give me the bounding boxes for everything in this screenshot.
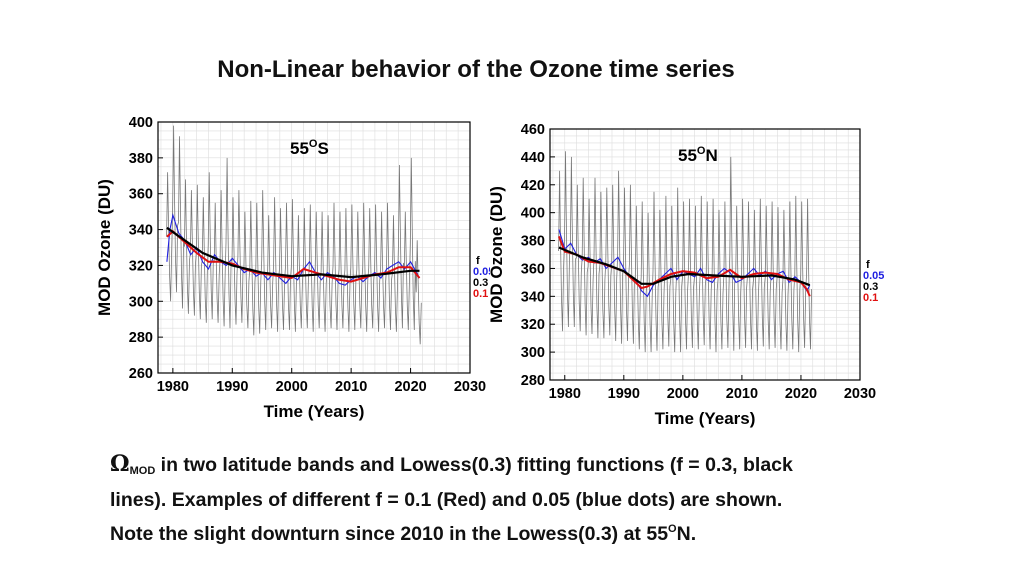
y-tick-label: 380 xyxy=(129,151,153,167)
omega-symbol: Ω xyxy=(110,451,130,477)
y-tick-label: 360 xyxy=(129,187,153,203)
series-f-0.3 xyxy=(166,226,420,279)
x-tick-label: 2030 xyxy=(844,386,876,402)
y-tick-label: 340 xyxy=(129,223,153,239)
y-tick-label: 460 xyxy=(521,122,545,138)
panel-label: 55OS xyxy=(290,138,329,158)
chart-55s: 1980 1990 2000 2010 2020 2030 260 280 300 320 340 3… xyxy=(95,115,490,421)
y-axis-label: MOD Ozone (DU) xyxy=(95,179,114,316)
plot-frame xyxy=(157,121,471,374)
legend-entry: 0.1 xyxy=(863,292,878,304)
y-tick-label: 300 xyxy=(521,345,545,361)
panel-label-number: 55 xyxy=(678,146,697,165)
plot-frame xyxy=(549,128,861,381)
caption-line-3: Note the slight downturn since 2010 in t… xyxy=(110,515,970,549)
x-tick-label: 2020 xyxy=(785,386,817,402)
degree-superscript: O xyxy=(668,523,677,535)
y-tick-label: 400 xyxy=(521,206,545,222)
caption-text-3: Note the slight downturn since 2010 in t… xyxy=(110,523,669,545)
panel-label-hemisphere: S xyxy=(317,139,328,158)
y-tick-label: 360 xyxy=(521,261,545,277)
x-tick-label: 2000 xyxy=(276,379,308,395)
x-tick-label: 2030 xyxy=(454,379,486,395)
y-tick-label: 440 xyxy=(521,150,545,166)
panel-label-degree: O xyxy=(697,145,706,157)
x-tick-label: 2010 xyxy=(726,386,758,402)
y-tick-label: 340 xyxy=(521,289,545,305)
x-tick-label: 2000 xyxy=(667,386,699,402)
y-tick-label: 320 xyxy=(129,258,153,274)
legend-entry: 0.3 xyxy=(473,277,488,289)
x-tick-label: 2010 xyxy=(335,379,367,395)
y-tick-label: 420 xyxy=(521,178,545,194)
caption-line-2: lines). Examples of different f = 0.1 (R… xyxy=(110,489,783,511)
series-f-0.3 xyxy=(558,246,811,287)
legend-entry: 0.1 xyxy=(473,288,488,300)
y-tick-label: 280 xyxy=(129,330,153,346)
panel-label: 55ON xyxy=(678,145,718,165)
panel-label-degree: O xyxy=(309,138,318,150)
panel-label-number: 55 xyxy=(290,139,309,158)
legend-entry: 0.05 xyxy=(863,270,884,282)
slide-title: Non-Linear behavior of the Ozone time se… xyxy=(217,56,735,83)
series-f-0.05 xyxy=(558,229,811,298)
x-tick-label: 1980 xyxy=(157,379,189,395)
x-tick-label: 1990 xyxy=(608,386,640,402)
caption-text-3-end: N. xyxy=(676,523,697,545)
y-tick-label: 320 xyxy=(521,317,545,333)
y-tick-label: 280 xyxy=(521,373,545,389)
legend-entry: 0.3 xyxy=(863,281,878,293)
legend-entry: 0.05 xyxy=(473,266,490,278)
caption-line-1: ΩMOD in two latitude bands and Lowess(0.… xyxy=(110,450,970,486)
x-axis-label: Time (Years) xyxy=(264,402,365,421)
x-tick-label: 2020 xyxy=(394,379,426,395)
legend-title: f xyxy=(476,255,480,267)
caption-text-1: in two latitude bands and Lowess(0.3) fi… xyxy=(155,454,793,476)
legend-title: f xyxy=(866,259,870,271)
x-axis-label: Time (Years) xyxy=(655,409,756,428)
panel-label-hemisphere: N xyxy=(705,146,717,165)
monthly-series xyxy=(558,151,812,353)
chart-55n: 1980 1990 2000 2010 2020 2030 280 300 320 340 360 3… xyxy=(487,122,884,428)
x-tick-label: 1980 xyxy=(549,386,581,402)
caption: ΩMOD in two latitude bands and Lowess(0.… xyxy=(110,450,970,549)
y-tick-label: 300 xyxy=(129,294,153,310)
y-tick-label: 380 xyxy=(521,234,545,250)
x-tick-label: 1990 xyxy=(216,379,248,395)
y-tick-label: 400 xyxy=(129,115,153,131)
y-tick-label: 260 xyxy=(129,366,153,382)
y-axis-label: MOD Ozone (DU) xyxy=(487,186,506,323)
omega-subscript: MOD xyxy=(129,465,156,477)
